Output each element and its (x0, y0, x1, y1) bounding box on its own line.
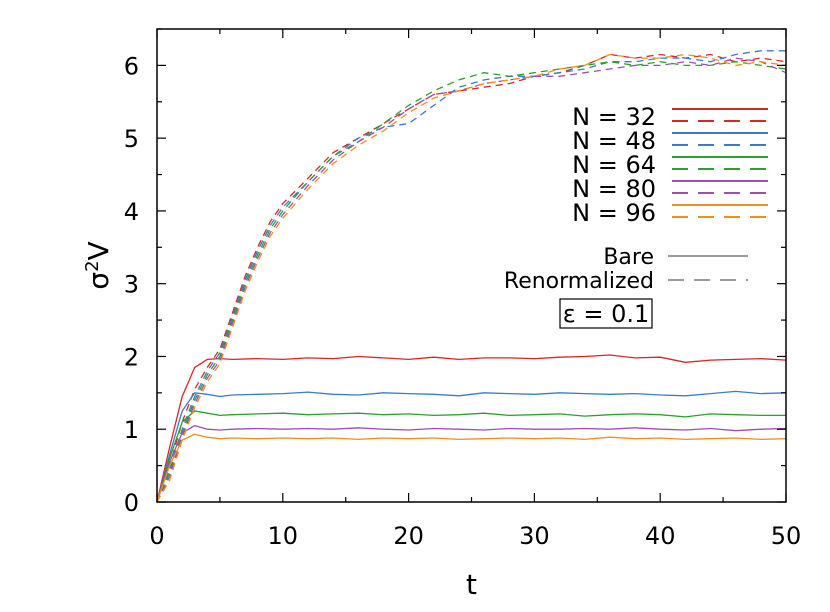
series-line-n96-bare (156, 433, 787, 503)
y-tick-label: 4 (124, 198, 139, 226)
x-tick-label: 20 (393, 522, 424, 550)
legend-label: N = 96 (572, 199, 656, 227)
x-tick-label: 30 (519, 522, 550, 550)
plot-lines (156, 50, 787, 503)
series-line-n48-renormalized (156, 50, 786, 503)
annotation-box (559, 298, 653, 329)
legend-label: N = 48 (572, 127, 656, 155)
x-tick-label: 40 (645, 522, 676, 550)
series-line-n64-renormalized (156, 61, 787, 503)
series-line-n80-bare (156, 424, 787, 503)
x-tick-label: 50 (771, 522, 802, 550)
legend-label: N = 32 (572, 103, 656, 131)
series-line-n32-renormalized (156, 53, 787, 503)
x-tick-label: 10 (268, 522, 299, 550)
series-line-n32-bare (156, 354, 787, 503)
legend-label: N = 80 (572, 175, 656, 203)
legend: N = 32N = 48N = 64N = 80N = 96 BareRenorm… (504, 103, 768, 294)
legend-style-label: Renormalized (504, 269, 654, 294)
annotation-text: ε = 0.1 (563, 300, 650, 328)
legend-style-label: Bare (603, 245, 654, 270)
y-axis-label-tail: V (82, 241, 115, 260)
legend-label: N = 64 (572, 151, 656, 179)
series-line-n80-renormalized (156, 57, 787, 503)
x-axis: 0 10 20 30 40 50 (149, 29, 801, 550)
y-axis-label-superscript: 2 (82, 260, 103, 271)
y-tick-label: 5 (124, 125, 139, 153)
series-line-n64-bare (156, 410, 786, 503)
y-tick-label: 6 (124, 52, 139, 80)
y-axis-label: σ2V (82, 241, 116, 289)
y-tick-label: 0 (124, 489, 139, 517)
y-tick-label: 2 (124, 343, 139, 371)
y-tick-label: 3 (124, 271, 139, 299)
annotation: ε = 0.1 (559, 298, 653, 329)
series-line-n96-renormalized (156, 53, 787, 503)
y-axis: 0 1 2 3 4 5 6 (124, 28, 786, 517)
y-axis-label-base: σ (82, 272, 115, 290)
x-tick-label: 0 (149, 522, 164, 550)
series-line-n48-bare (156, 390, 787, 503)
y-tick-label: 1 (124, 416, 139, 444)
x-axis-label: t (466, 568, 477, 601)
